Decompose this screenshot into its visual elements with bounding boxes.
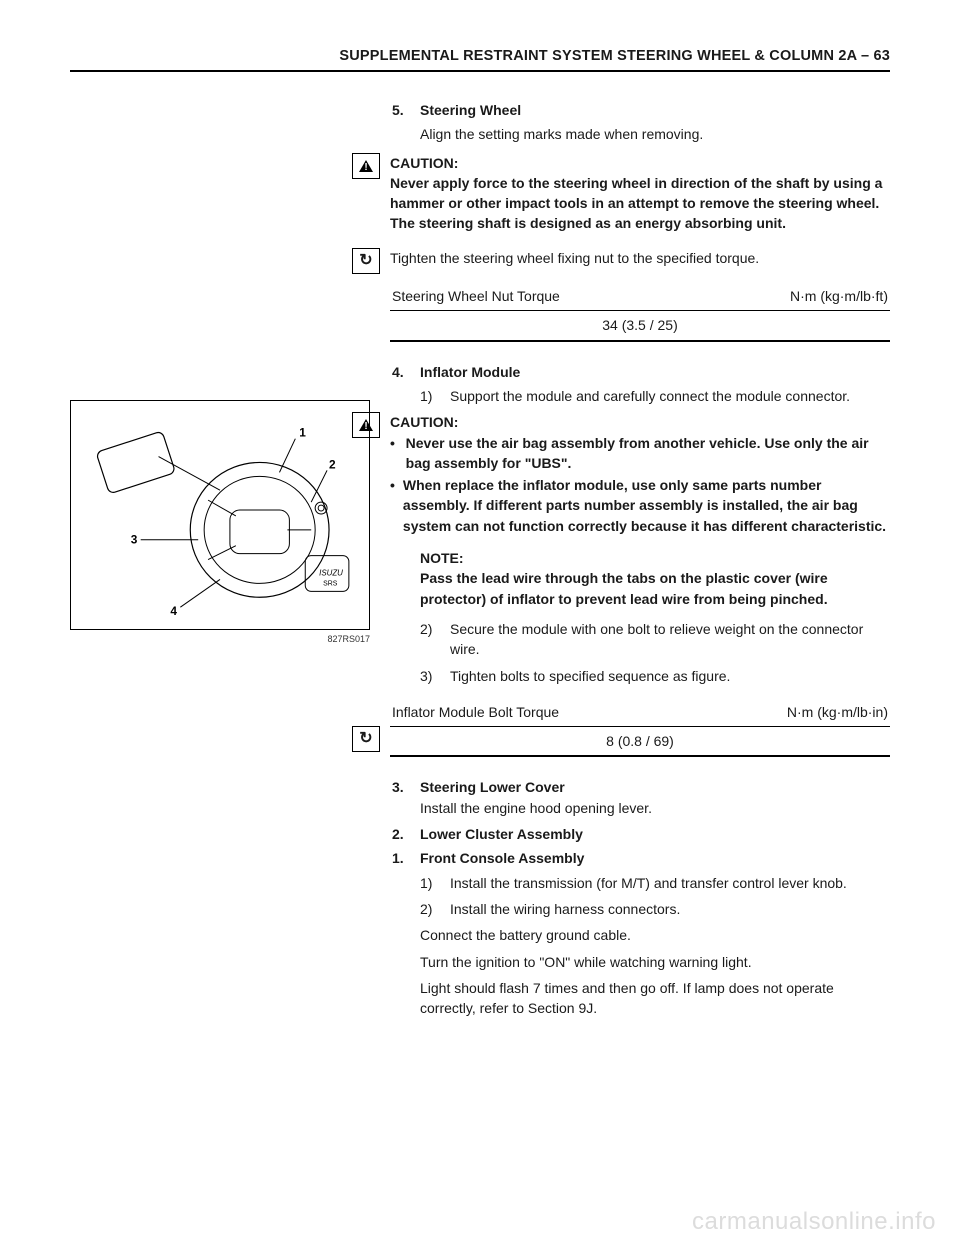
step-2-num: 2.: [392, 824, 410, 844]
step-4-sub2: 2) Secure the module with one bolt to re…: [420, 619, 890, 660]
caution-5-title: CAUTION:: [390, 153, 890, 173]
figure-caption: 827RS017: [70, 634, 370, 644]
figure-steering-wheel: ISUZU SRS 1 2 3 4: [70, 400, 370, 630]
warning-icon: !: [352, 153, 380, 179]
step-5-num: 5.: [392, 100, 410, 120]
step-3-num: 3.: [392, 777, 410, 797]
caution-4-bullet2: •When replace the inflator module, use o…: [390, 475, 890, 536]
caution-4-bullet1: •Never use the air bag assembly from ano…: [390, 433, 890, 474]
step-5: 5. Steering Wheel Align the setting mark…: [392, 100, 890, 145]
watermark: carmanualsonline.info: [692, 1208, 936, 1236]
step-4: 4. Inflator Module: [392, 362, 890, 382]
step-1-sub1: 1) Install the transmission (for M/T) an…: [420, 873, 890, 893]
step-5-title: Steering Wheel: [420, 100, 521, 120]
step-4-sub1-txt: Support the module and carefully connect…: [450, 386, 890, 406]
step-4-title: Inflator Module: [420, 362, 520, 382]
step-3-body: Install the engine hood opening lever.: [420, 798, 890, 818]
torque-4-unit: N·m (kg·m/lb·in): [700, 698, 890, 727]
closing-2: Turn the ignition to "ON" while watching…: [420, 952, 890, 972]
torque-4-label: Inflator Module Bolt Torque: [390, 698, 700, 727]
step-4-sub1: 1) Support the module and carefully conn…: [420, 386, 890, 406]
torque-5-unit: N·m (kg·m/lb·ft): [704, 282, 890, 311]
torque-table-4: Inflator Module Bolt Torque N·m (kg·m/lb…: [390, 698, 890, 758]
step-1-num: 1.: [392, 848, 410, 868]
note-4-body: Pass the lead wire through the tabs on t…: [420, 568, 890, 609]
caution-4-title: CAUTION:: [390, 412, 890, 432]
step-2: 2. Lower Cluster Assembly: [392, 824, 890, 844]
page-header: SUPPLEMENTAL RESTRAINT SYSTEM STEERING W…: [70, 48, 890, 72]
closing-3: Light should flash 7 times and then go o…: [420, 978, 890, 1019]
figure-label-4: 4: [170, 604, 177, 618]
step-1-sub1-txt: Install the transmission (for M/T) and t…: [450, 873, 890, 893]
torque-icon: ↻: [352, 248, 380, 274]
step-3: 3. Steering Lower Cover Install the engi…: [392, 777, 890, 818]
svg-text:SRS: SRS: [323, 580, 338, 587]
torque-4-value: 8 (0.8 / 69): [390, 727, 890, 757]
right-column: 5. Steering Wheel Align the setting mark…: [392, 100, 890, 1024]
caution-block-4: ! CAUTION: •Never use the air bag assemb…: [392, 412, 890, 538]
step-4-sub3: 3) Tighten bolts to specified sequence a…: [420, 666, 890, 686]
torque-5-value: 34 (3.5 / 25): [390, 311, 890, 341]
torque-block-4: ↻ Inflator Module Bolt Torque N·m (kg·m/…: [392, 692, 890, 768]
step-2-title: Lower Cluster Assembly: [420, 824, 583, 844]
step-4-sub3-txt: Tighten bolts to specified sequence as f…: [450, 666, 890, 686]
figure-label-2: 2: [329, 457, 336, 471]
note-4-title: NOTE:: [420, 548, 890, 568]
step-1-sub2-txt: Install the wiring harness connectors.: [450, 899, 890, 919]
left-column: ISUZU SRS 1 2 3 4 827RS017: [70, 100, 370, 1024]
step-1-sub2-num: 2): [420, 899, 442, 919]
torque-5-lead: Tighten the steering wheel fixing nut to…: [390, 248, 890, 268]
torque-5-label: Steering Wheel Nut Torque: [390, 282, 704, 311]
closing-1: Connect the battery ground cable.: [420, 925, 890, 945]
step-4-sub1-num: 1): [420, 386, 442, 406]
step-4-num: 4.: [392, 362, 410, 382]
torque-icon: ↻: [352, 726, 380, 752]
warning-icon: !: [352, 412, 380, 438]
caution-5-body: Never apply force to the steering wheel …: [390, 173, 890, 234]
torque-table-5: Steering Wheel Nut Torque N·m (kg·m/lb·f…: [390, 274, 890, 342]
figure-label-3: 3: [131, 533, 138, 547]
page: SUPPLEMENTAL RESTRAINT SYSTEM STEERING W…: [0, 0, 960, 1250]
figure-svg: ISUZU SRS 1 2 3 4: [71, 401, 369, 629]
step-3-title: Steering Lower Cover: [420, 777, 565, 797]
torque-block-5: ↻ Tighten the steering wheel fixing nut …: [392, 248, 890, 352]
step-5-body: Align the setting marks made when removi…: [420, 124, 890, 144]
step-1-sub2: 2) Install the wiring harness connectors…: [420, 899, 890, 919]
step-4-sub2-num: 2): [420, 619, 442, 660]
figure-label-1: 1: [299, 426, 306, 440]
svg-text:ISUZU: ISUZU: [319, 568, 343, 577]
caution-block-5: ! CAUTION: Never apply force to the stee…: [392, 153, 890, 234]
content-area: ISUZU SRS 1 2 3 4 827RS017: [70, 100, 890, 1024]
step-1-sub1-num: 1): [420, 873, 442, 893]
step-1-title: Front Console Assembly: [420, 848, 584, 868]
step-1: 1. Front Console Assembly: [392, 848, 890, 868]
step-4-sub3-num: 3): [420, 666, 442, 686]
step-4-sub2-txt: Secure the module with one bolt to relie…: [450, 619, 890, 660]
